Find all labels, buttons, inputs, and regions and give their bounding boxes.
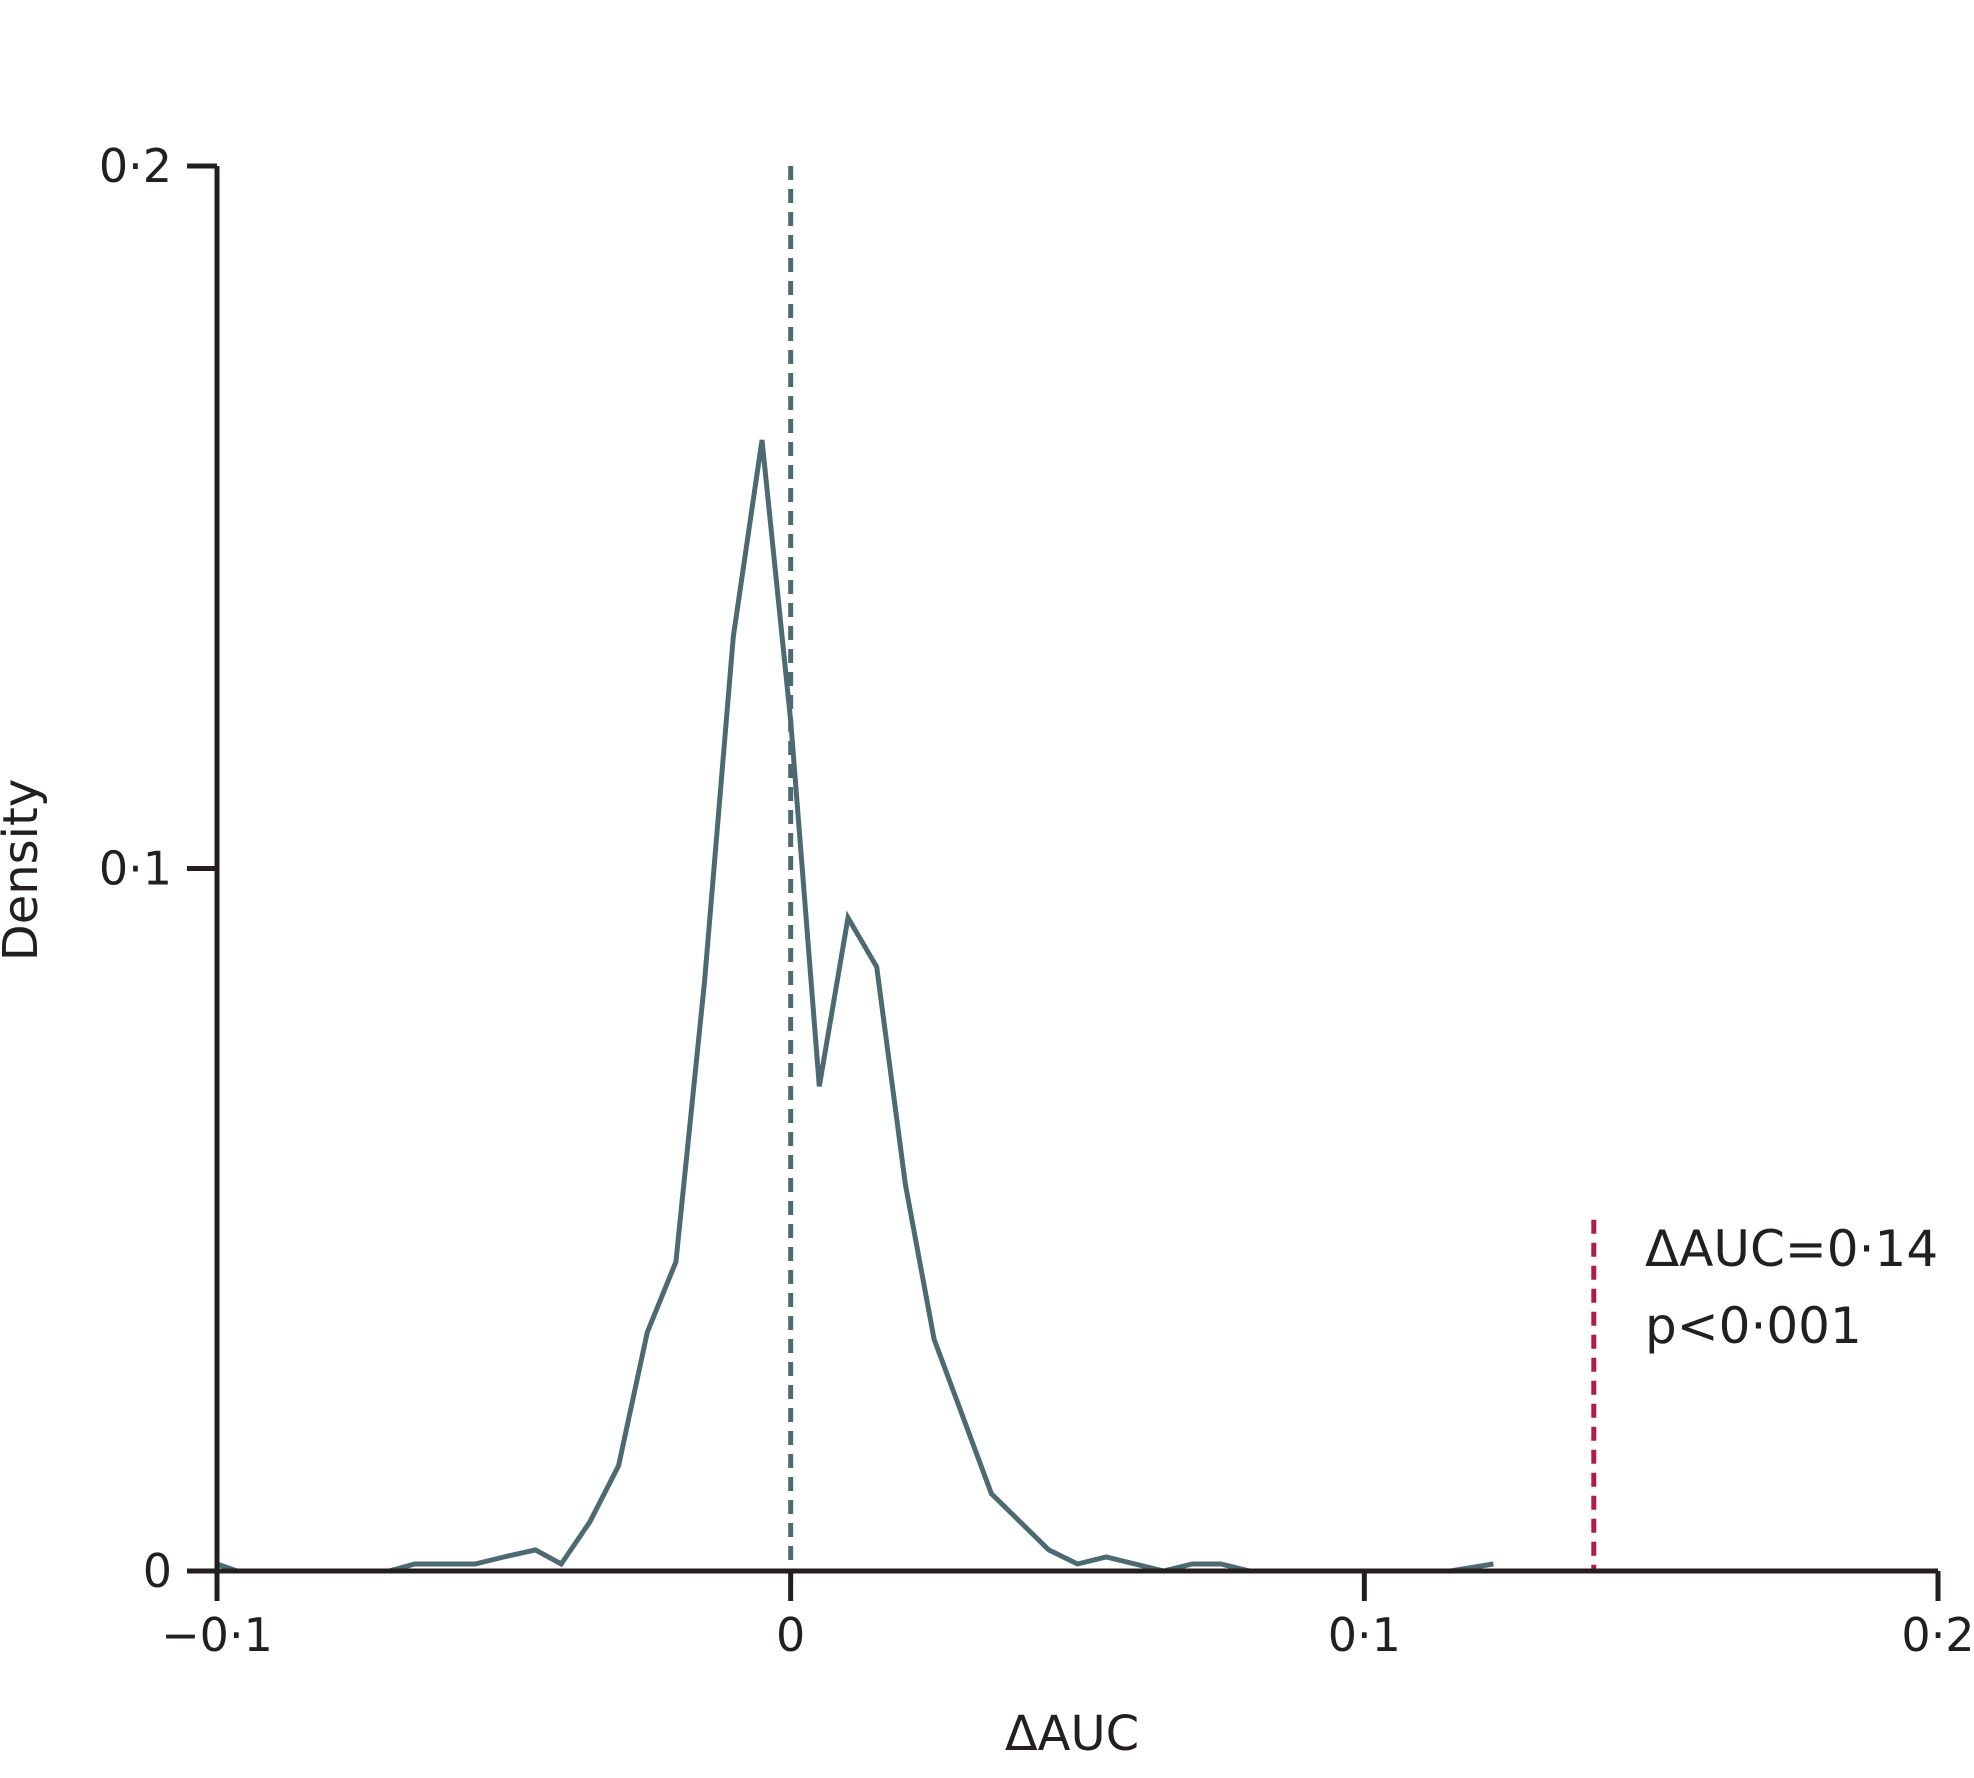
p-value-annotation: p<0·001	[1645, 1297, 1862, 1355]
plot-layer	[216, 166, 1597, 1574]
y-tick-label: 0	[143, 1544, 172, 1598]
x-tick-label: 0·1	[1328, 1608, 1401, 1662]
x-tick-label: 0	[776, 1608, 805, 1662]
x-axis-title: ΔAUC	[1005, 1706, 1139, 1762]
y-axis-title: Density	[0, 779, 49, 961]
x-tick-label: 0·2	[1901, 1608, 1974, 1662]
density-curve	[216, 439, 1494, 1574]
y-tick-label: 0·1	[99, 842, 172, 896]
delta-auc-annotation: ΔAUC=0·14	[1645, 1220, 1938, 1278]
x-tick-label: −0·1	[161, 1608, 273, 1662]
axes-layer: 0 0·1 0·2 −0·1 0 0·1 0·2	[99, 139, 1974, 1662]
y-tick-label: 0·2	[99, 139, 172, 193]
